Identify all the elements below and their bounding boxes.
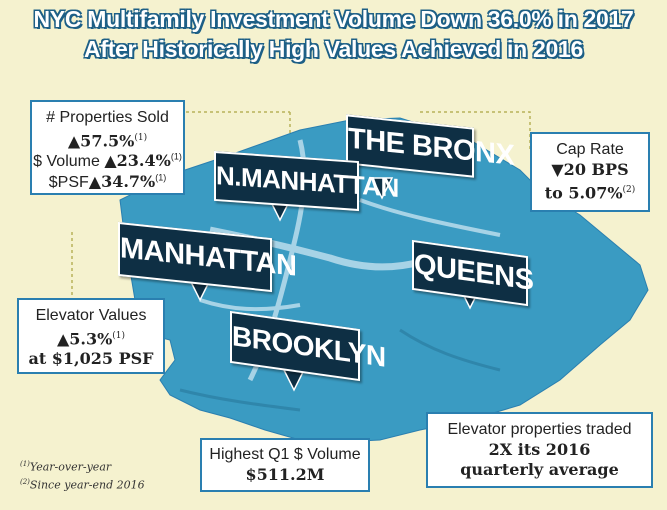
elevator-values-box: Elevator Values ▲5.3%(1) at $1,025 PSF: [17, 298, 165, 374]
highest-q1-volume-box: Highest Q1 $ Volume $511.2M: [200, 438, 370, 492]
title-line-1: NYC Multifamily Investment Volume Down 3…: [33, 6, 634, 32]
highest-q1-value: $511.2M: [245, 465, 325, 484]
elevator-values-psf: at $1,025 PSF: [28, 349, 154, 369]
title-line-2: After Historically High Values Achieved …: [84, 36, 583, 62]
elevator-traded-box: Elevator properties traded 2X its 2016 q…: [426, 412, 653, 488]
cap-rate-value: to 5.07%(2): [544, 183, 636, 203]
bronx-pin: [370, 177, 394, 200]
properties-sold-value: ▲57.5%(1): [67, 131, 148, 151]
elevator-traded-average: quarterly average: [460, 460, 619, 479]
page-title: NYC Multifamily Investment Volume Down 3…: [0, 4, 667, 64]
properties-sold-label: # Properties Sold: [46, 109, 169, 126]
elevator-traded-label: Elevator properties traded: [447, 421, 632, 438]
footnote-1: (1)Year-over-year: [20, 460, 112, 474]
cap-rate-box: Cap Rate ▼20 BPS to 5.07%(2): [530, 132, 650, 212]
cap-rate-label: Cap Rate: [556, 141, 624, 158]
label-n-manhattan: N.MANHATTAN: [214, 150, 399, 212]
elevator-values-label: Elevator Values: [35, 307, 147, 324]
psf-row: $PSF▲34.7%(1): [48, 172, 167, 192]
properties-sold-box: # Properties Sold ▲57.5%(1) $ Volume ▲23…: [30, 100, 185, 195]
volume-row: $ Volume ▲23.4%(1): [33, 151, 182, 171]
elevator-traded-multiple: 2X its 2016: [488, 440, 591, 459]
cap-rate-change: ▼20 BPS: [551, 160, 629, 179]
footnote-2: (2)Since year-end 2016: [20, 478, 145, 492]
elevator-values-change: ▲5.3%(1): [56, 329, 126, 349]
highest-q1-label: Highest Q1 $ Volume: [209, 446, 361, 463]
